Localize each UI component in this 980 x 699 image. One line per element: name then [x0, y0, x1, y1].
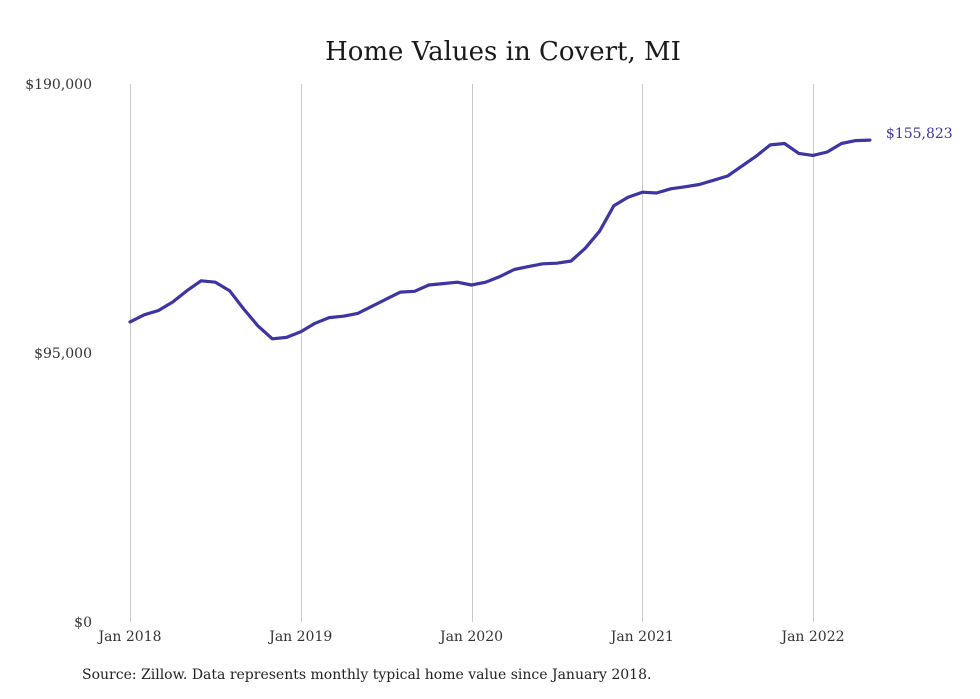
source-note: Source: Zillow. Data represents monthly …	[82, 667, 652, 683]
y-axis: $0 $95,000 $190,000	[25, 77, 92, 631]
x-axis: Jan 2018 Jan 2019 Jan 2020 Jan 2021 Jan 2022	[96, 629, 844, 645]
series-line-0	[128, 138, 872, 341]
chart-title: Home Values in Covert, MI	[325, 37, 681, 67]
end-value-label: $155,823	[886, 126, 953, 142]
y-tick-label: $95,000	[34, 346, 92, 362]
y-tick-label: $0	[74, 615, 92, 631]
x-tick-label: Jan 2018	[96, 629, 161, 645]
x-tick-label: Jan 2022	[779, 629, 844, 645]
y-tick-label: $190,000	[25, 77, 92, 93]
x-tick-label: Jan 2019	[267, 629, 332, 645]
series-group: $155,823	[128, 126, 953, 341]
gridlines	[130, 84, 814, 622]
x-tick-label: Jan 2021	[609, 629, 674, 645]
x-tick-label: Jan 2020	[438, 629, 503, 645]
